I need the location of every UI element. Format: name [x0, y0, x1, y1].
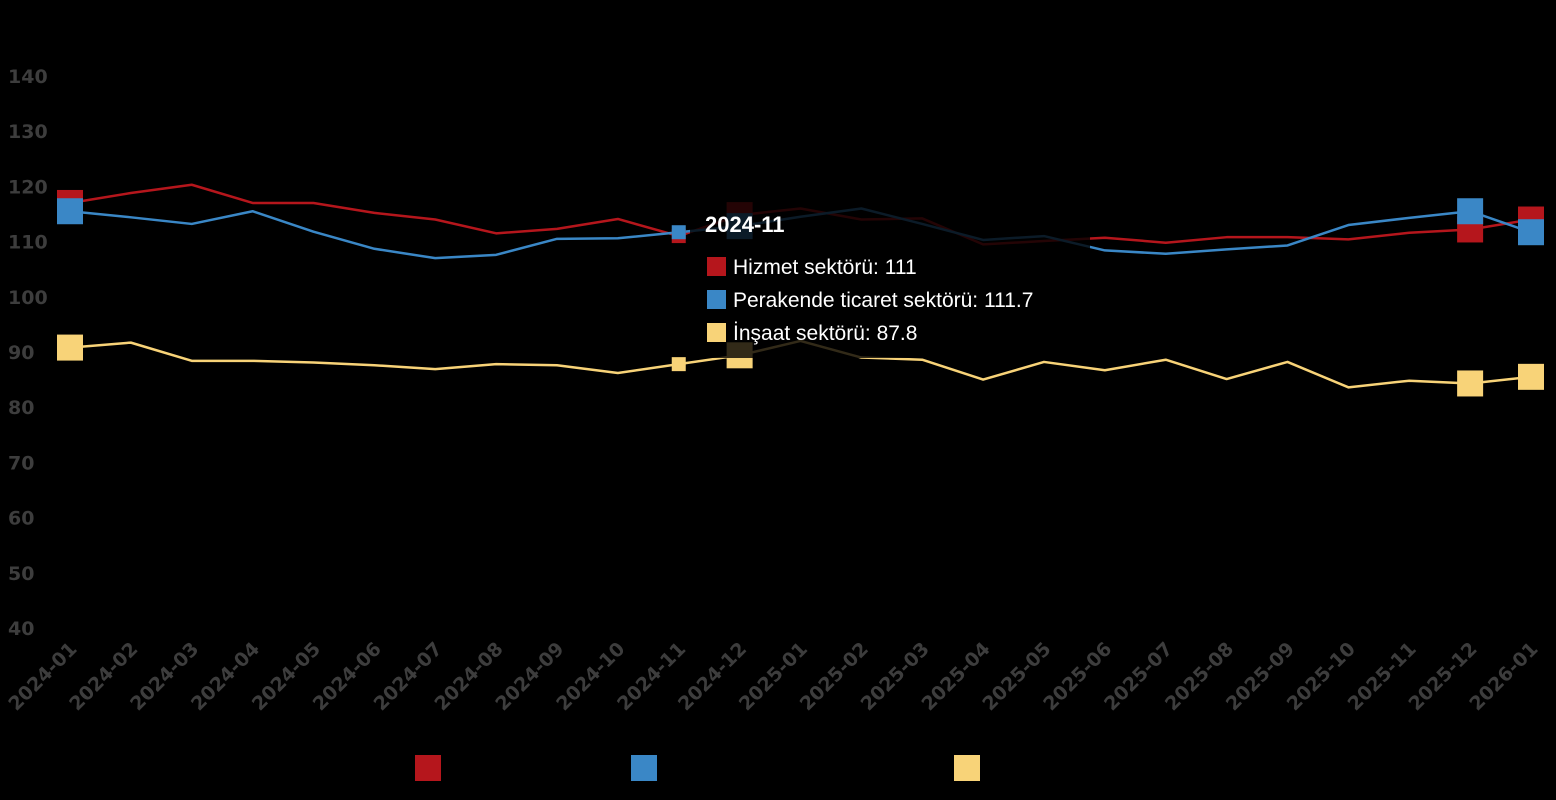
- tooltip-swatch: [707, 290, 726, 309]
- data-point-marker[interactable]: [1518, 219, 1544, 246]
- y-tick-label: 120: [8, 176, 48, 198]
- data-point-marker[interactable]: [1518, 363, 1544, 390]
- legend-swatch[interactable]: [415, 755, 441, 781]
- y-axis: 40 50 60 70 80 90 100 110 120 130 140: [8, 66, 48, 640]
- y-tick-label: 80: [8, 397, 34, 419]
- data-point-marker[interactable]: [1457, 198, 1484, 225]
- tooltip: 2024-11 Hizmet sektörü: 111 Perakende tica…: [690, 198, 1090, 358]
- data-point-marker[interactable]: [57, 334, 83, 361]
- tooltip-swatch: [707, 257, 726, 276]
- tooltip-title: 2024-11: [705, 212, 785, 237]
- tooltip-line: Perakende ticaret sektörü: 111.7: [733, 289, 1033, 312]
- legend-swatch[interactable]: [954, 755, 980, 781]
- legend[interactable]: [415, 755, 980, 781]
- tooltip-box: [690, 198, 1090, 358]
- y-tick-label: 70: [8, 452, 34, 474]
- y-tick-label: 40: [8, 618, 34, 640]
- data-point-marker[interactable]: [1457, 370, 1484, 397]
- hover-point-marker[interactable]: [671, 225, 686, 240]
- y-tick-label: 130: [8, 121, 48, 143]
- x-axis: 2024-012024-022024-032024-042024-052024-…: [4, 638, 1542, 715]
- hover-point-marker[interactable]: [671, 357, 686, 372]
- y-tick-label: 60: [8, 508, 34, 530]
- y-tick-label: 110: [8, 232, 48, 254]
- tooltip-line: İnşaat sektörü: 87.8: [733, 322, 917, 345]
- y-tick-label: 90: [8, 342, 34, 364]
- y-tick-label: 140: [8, 66, 48, 88]
- tooltip-swatch: [707, 323, 726, 342]
- data-point-marker[interactable]: [57, 198, 83, 225]
- y-tick-label: 50: [8, 563, 34, 585]
- legend-swatch[interactable]: [631, 755, 657, 781]
- y-tick-label: 100: [8, 287, 48, 309]
- tooltip-line: Hizmet sektörü: 111: [733, 256, 917, 279]
